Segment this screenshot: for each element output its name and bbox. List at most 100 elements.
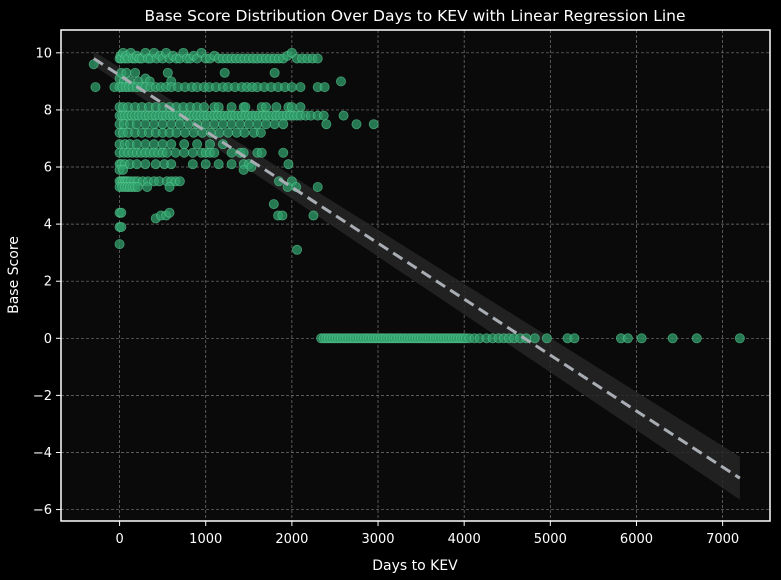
regression-line-group	[92, 57, 741, 480]
data-point	[114, 239, 125, 250]
data-point	[213, 102, 224, 113]
regression-line	[92, 57, 741, 480]
y-axis-label: Base Score	[6, 236, 22, 314]
data-point	[223, 127, 234, 138]
data-point	[142, 182, 153, 193]
data-point	[269, 119, 280, 130]
data-point	[132, 182, 143, 193]
x-tick-label: 1000	[189, 532, 222, 547]
data-point	[319, 82, 330, 93]
data-point	[256, 147, 267, 158]
data-point	[312, 182, 323, 193]
data-point	[157, 119, 168, 130]
data-point	[162, 67, 173, 78]
data-point	[667, 333, 678, 344]
data-point	[131, 159, 142, 170]
data-point	[140, 139, 151, 150]
data-point	[217, 119, 228, 130]
data-point	[271, 102, 282, 113]
x-tick-label: 4000	[448, 532, 481, 547]
grid	[61, 30, 770, 521]
y-tick-label: −6	[33, 503, 52, 518]
data-point	[183, 119, 194, 130]
data-point	[171, 127, 182, 138]
data-point	[180, 127, 191, 138]
data-point	[295, 82, 306, 93]
data-point	[166, 159, 177, 170]
data-point	[161, 147, 172, 158]
data-point	[170, 147, 181, 158]
x-tick-label: 5000	[534, 532, 567, 547]
x-tick-label: 7000	[706, 532, 739, 547]
data-point	[187, 147, 198, 158]
data-point	[131, 139, 142, 150]
data-point	[149, 139, 160, 150]
data-point	[292, 244, 303, 255]
data-point	[90, 82, 101, 93]
y-axis-ticks: −6 −4 −2 0 2 4 6 8 10	[33, 46, 61, 518]
data-point	[116, 221, 127, 232]
y-tick-label: 4	[44, 218, 52, 233]
data-point	[569, 333, 580, 344]
data-point	[199, 102, 210, 113]
data-point	[164, 207, 175, 218]
data-point	[209, 147, 220, 158]
data-point	[118, 164, 129, 175]
data-point	[636, 333, 647, 344]
data-point	[283, 159, 294, 170]
x-tick-label: 0	[115, 532, 123, 547]
data-point	[205, 139, 216, 150]
x-tick-label: 2000	[275, 532, 308, 547]
data-point	[277, 210, 288, 221]
data-point	[226, 119, 237, 130]
data-point	[240, 102, 251, 113]
data-point	[734, 333, 745, 344]
data-point	[286, 102, 297, 113]
data-point	[214, 127, 225, 138]
data-point	[295, 102, 306, 113]
data-point	[131, 119, 142, 130]
x-tick-label: 6000	[620, 532, 653, 547]
data-point	[261, 119, 272, 130]
data-point	[188, 127, 199, 138]
y-tick-label: 0	[44, 332, 52, 347]
data-point	[235, 119, 246, 130]
data-point	[368, 119, 379, 130]
data-point	[219, 67, 230, 78]
y-tick-label: 6	[44, 161, 52, 176]
data-point	[622, 333, 633, 344]
y-tick-label: 2	[44, 275, 52, 290]
data-point	[187, 159, 198, 170]
data-point	[174, 176, 185, 187]
data-point	[226, 147, 237, 158]
y-tick-label: 10	[35, 46, 52, 61]
data-point	[691, 333, 702, 344]
data-point	[174, 119, 185, 130]
data-point	[179, 147, 190, 158]
data-point	[335, 76, 346, 87]
data-point	[150, 159, 161, 170]
data-point	[261, 102, 272, 113]
y-tick-label: 8	[44, 103, 52, 118]
data-point	[541, 333, 552, 344]
data-point	[255, 127, 266, 138]
data-point	[321, 119, 332, 130]
data-point	[308, 210, 319, 221]
data-point	[312, 53, 323, 64]
y-tick-label: −4	[33, 446, 52, 461]
data-point	[351, 119, 362, 130]
plot-frame	[60, 29, 771, 522]
data-point	[338, 110, 349, 121]
data-point	[226, 102, 237, 113]
data-point	[116, 207, 127, 218]
data-point	[209, 119, 220, 130]
data-point	[192, 139, 203, 150]
data-point	[140, 159, 151, 170]
data-point	[278, 147, 289, 158]
data-point	[166, 119, 177, 130]
data-point	[179, 139, 190, 150]
data-point	[529, 333, 540, 344]
x-axis-label: Days to KEV	[372, 558, 458, 574]
data-point	[213, 159, 224, 170]
